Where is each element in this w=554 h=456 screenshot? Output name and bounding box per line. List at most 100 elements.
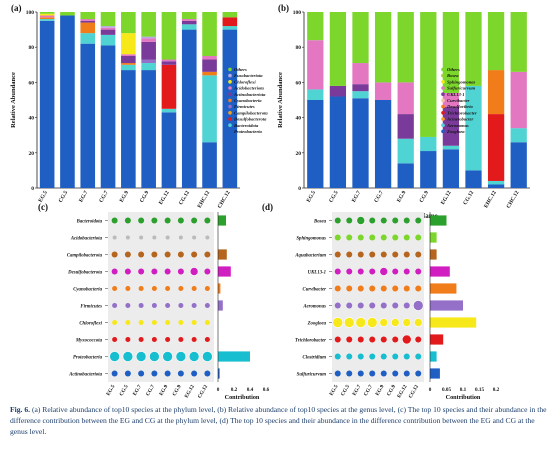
sample-tick-label: EG.7 bbox=[352, 384, 363, 397]
sample-tick-label: CG.12 bbox=[408, 384, 421, 400]
dot-mark bbox=[392, 268, 399, 275]
dot-mark bbox=[164, 217, 171, 224]
dot-mark bbox=[334, 217, 341, 224]
sample-tick-label: EG.9 bbox=[375, 384, 386, 397]
bar-segment bbox=[222, 26, 238, 30]
bar-segment bbox=[329, 12, 347, 86]
dot-mark bbox=[403, 370, 410, 377]
x-tick-label-1: CG.9 bbox=[419, 190, 431, 204]
dot-mark bbox=[392, 234, 399, 241]
legend-marker bbox=[228, 123, 232, 127]
bar-segment bbox=[39, 17, 55, 20]
dot-mark bbox=[191, 303, 197, 308]
dot-mark bbox=[346, 251, 353, 258]
dot-mark bbox=[332, 317, 344, 328]
bar-tick-label: 0.4 bbox=[247, 387, 254, 393]
bar-segment bbox=[352, 12, 369, 64]
legend-label: Sphingomonas bbox=[447, 79, 476, 84]
dot-mark bbox=[204, 320, 210, 325]
bar-segment bbox=[100, 27, 116, 30]
dot-mark bbox=[380, 336, 387, 343]
dot-mark bbox=[415, 234, 422, 241]
dot-mark bbox=[151, 286, 157, 291]
dot-mark bbox=[204, 370, 211, 377]
dot-mark bbox=[346, 234, 353, 241]
dot-mark bbox=[175, 351, 187, 362]
x-tick-label-0: CG.5 bbox=[58, 190, 70, 204]
dot-mark bbox=[357, 285, 364, 292]
dot-mark bbox=[178, 303, 184, 308]
row-label: Trichlorobacter bbox=[295, 338, 326, 343]
bar-segment bbox=[202, 71, 217, 76]
dot-mark bbox=[379, 318, 389, 327]
dot-mark bbox=[165, 320, 171, 325]
legend-marker bbox=[228, 104, 232, 109]
dot-mark bbox=[205, 235, 210, 240]
bar-segment bbox=[465, 85, 482, 171]
dot-mark bbox=[334, 370, 341, 377]
dot-mark bbox=[149, 351, 160, 362]
bar-segment bbox=[442, 92, 460, 108]
dot-mark bbox=[379, 267, 389, 276]
legend-marker bbox=[228, 73, 232, 78]
dot-mark bbox=[122, 351, 134, 362]
dot-mark bbox=[164, 251, 171, 258]
x-tick-label-0: EG.5 bbox=[38, 190, 49, 204]
dot-mark bbox=[202, 351, 213, 362]
bar-segment bbox=[487, 180, 505, 185]
legend-label: Others bbox=[234, 67, 247, 72]
legend-marker bbox=[228, 86, 232, 90]
dot-mark bbox=[204, 217, 211, 224]
y-tick-label-0: 100 bbox=[26, 10, 35, 16]
panel-label-2: (c) bbox=[38, 202, 48, 212]
bar-segment bbox=[222, 29, 238, 188]
contribution-bar bbox=[218, 215, 226, 226]
y-tick-label-0: 60 bbox=[29, 80, 35, 86]
y-axis-title-1: Relative Abundance bbox=[277, 72, 284, 128]
bar-segment bbox=[420, 151, 437, 188]
dot-mark bbox=[191, 320, 197, 325]
bar-segment bbox=[307, 100, 324, 188]
dot-mark bbox=[125, 303, 131, 308]
legend-marker bbox=[441, 67, 445, 72]
dot-mark bbox=[125, 235, 130, 240]
bar-segment bbox=[442, 12, 460, 93]
dot-mark bbox=[204, 251, 211, 258]
bar-segment bbox=[141, 36, 156, 39]
dot-mark bbox=[138, 286, 144, 291]
bar-segment bbox=[39, 12, 55, 14]
x-tick-label-0: EHC.12 bbox=[197, 190, 212, 209]
dot-mark bbox=[112, 235, 117, 240]
dot-mark bbox=[343, 317, 355, 328]
legend-marker bbox=[441, 104, 445, 109]
sample-tick-label: CG.9 bbox=[386, 384, 397, 397]
dot-mark bbox=[334, 234, 341, 241]
sample-tick-label: EG.7 bbox=[132, 384, 143, 397]
dot-mark bbox=[403, 285, 410, 292]
contribution-bar bbox=[430, 266, 450, 277]
x-tick-label-0: EG.9 bbox=[119, 190, 130, 204]
row-label: UKL13-1 bbox=[308, 270, 326, 275]
dot-mark bbox=[151, 268, 158, 275]
legend-marker bbox=[228, 129, 232, 134]
bar-segment bbox=[39, 19, 55, 21]
bar-segment bbox=[60, 15, 75, 188]
dot-mark bbox=[204, 286, 210, 291]
y-tick-label-1: 100 bbox=[293, 10, 302, 16]
legend-label: Cyanobacteria bbox=[234, 98, 262, 103]
bar-tick-label: 0.2 bbox=[231, 387, 238, 393]
bar-segment bbox=[202, 12, 217, 56]
bar-segment bbox=[465, 12, 482, 86]
bar-segment bbox=[161, 108, 177, 113]
legend-label: Desulfovibrio bbox=[446, 104, 473, 109]
bar-segment bbox=[121, 56, 136, 64]
dot-mark bbox=[369, 234, 376, 241]
dot-mark bbox=[151, 251, 158, 258]
dot-mark bbox=[138, 303, 144, 308]
legend-label: Aeromonas bbox=[446, 123, 469, 128]
dot-mark bbox=[334, 285, 341, 292]
bar-segment bbox=[161, 112, 177, 188]
dot-mark bbox=[390, 318, 400, 327]
figure-caption: Fig. 6. (a) Relative abundance of top10 … bbox=[10, 404, 550, 437]
dot-mark bbox=[380, 217, 387, 224]
